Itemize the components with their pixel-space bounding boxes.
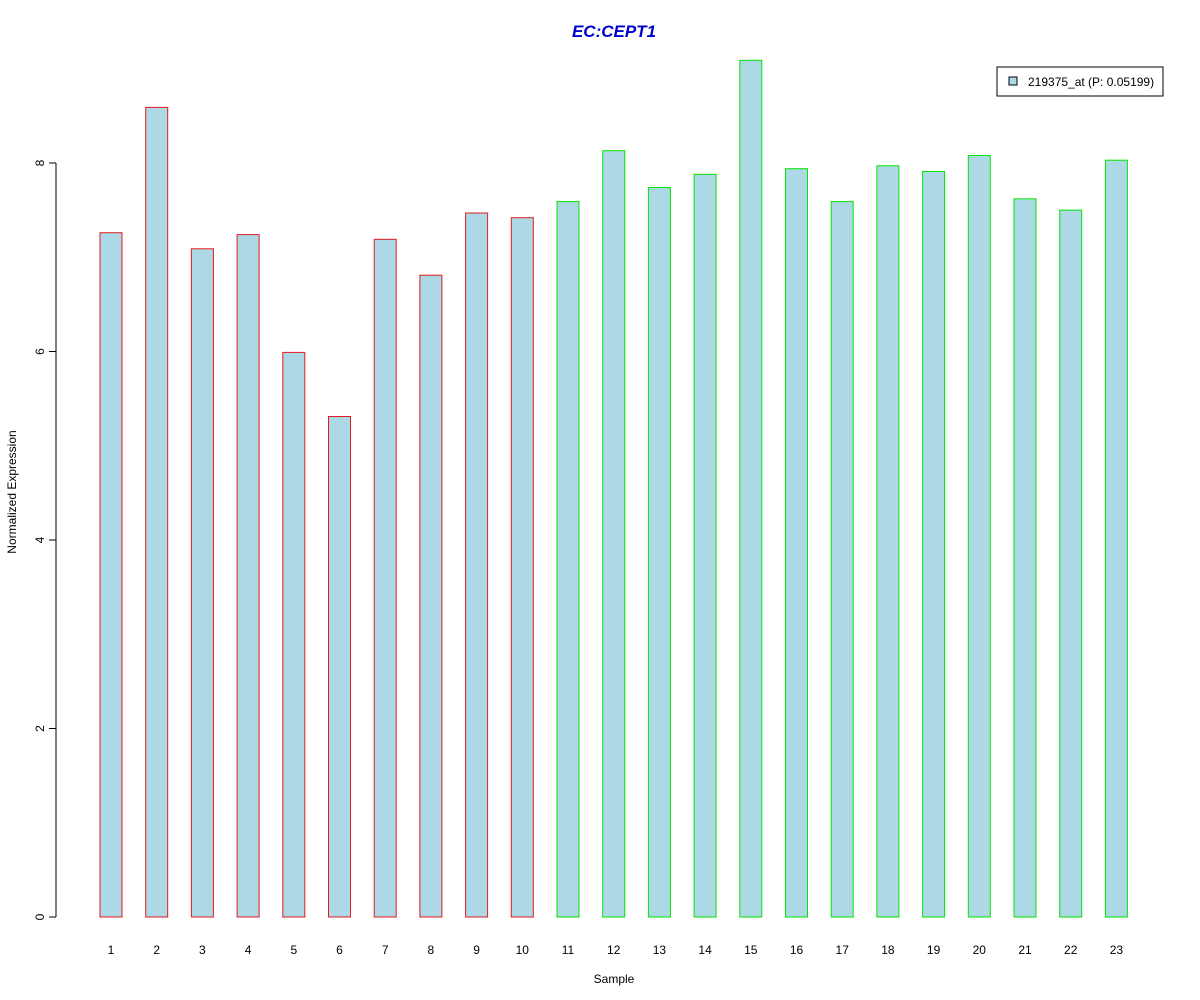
x-tick-label: 11 bbox=[562, 943, 575, 957]
bar-sample-10 bbox=[510, 217, 534, 918]
bar-sample-11 bbox=[556, 201, 580, 918]
bar-sample-15 bbox=[739, 59, 763, 918]
x-axis: 1 2 3 4 5 6 7 8 9 10 11 12 13 14 15 16 17 18 19 20 21 22 23 bbox=[108, 943, 1124, 957]
bar-sample-23 bbox=[1104, 159, 1128, 918]
x-tick-label: 22 bbox=[1064, 943, 1078, 957]
bar-sample-2 bbox=[145, 106, 169, 918]
x-tick-label: 1 bbox=[108, 943, 115, 957]
bar-sample-13 bbox=[647, 187, 671, 918]
bar-sample-19 bbox=[922, 171, 946, 918]
legend-box bbox=[996, 66, 1164, 97]
x-tick-label: 5 bbox=[290, 943, 297, 957]
x-tick-label: 21 bbox=[1018, 943, 1032, 957]
legend-swatch bbox=[1008, 76, 1018, 86]
x-tick-label: 19 bbox=[927, 943, 941, 957]
y-tick-label: 2 bbox=[33, 725, 47, 732]
y-tick-label: 8 bbox=[33, 159, 47, 166]
bar-sample-8 bbox=[419, 274, 443, 918]
bar-sample-6 bbox=[328, 416, 351, 918]
y-axis: 0 2 4 6 8 bbox=[33, 159, 57, 920]
x-tick-label: 23 bbox=[1110, 943, 1124, 957]
bar-sample-22 bbox=[1059, 209, 1083, 918]
x-tick-label: 6 bbox=[336, 943, 343, 957]
bar-sample-17 bbox=[830, 201, 854, 918]
x-tick-label: 13 bbox=[653, 943, 667, 957]
bar-sample-9 bbox=[465, 212, 489, 918]
y-tick-label: 4 bbox=[33, 536, 47, 543]
y-tick-label: 6 bbox=[33, 348, 47, 355]
bar-sample-14 bbox=[693, 173, 717, 918]
bar-sample-21 bbox=[1013, 198, 1037, 918]
bar-sample-5 bbox=[282, 351, 306, 918]
x-axis-label: Sample bbox=[594, 972, 635, 986]
bar-sample-18 bbox=[876, 165, 900, 918]
x-tick-label: 2 bbox=[153, 943, 160, 957]
bar-sample-1 bbox=[99, 232, 123, 918]
x-tick-label: 7 bbox=[382, 943, 389, 957]
x-tick-label: 20 bbox=[973, 943, 987, 957]
x-tick-label: 16 bbox=[790, 943, 804, 957]
y-axis-label: Normalized Expression bbox=[5, 430, 19, 553]
x-tick-label: 12 bbox=[607, 943, 621, 957]
x-tick-label: 14 bbox=[698, 943, 712, 957]
x-tick-label: 15 bbox=[744, 943, 758, 957]
bars-group bbox=[99, 59, 1128, 918]
bar-sample-20 bbox=[967, 155, 991, 918]
x-tick-label: 3 bbox=[199, 943, 206, 957]
x-tick-label: 4 bbox=[245, 943, 252, 957]
x-tick-label: 10 bbox=[516, 943, 530, 957]
bar-sample-7 bbox=[373, 238, 397, 918]
legend: 219375_at (P: 0.05199) bbox=[996, 66, 1164, 97]
bar-sample-3 bbox=[190, 248, 214, 918]
chart-title: EC:CEPT1 bbox=[572, 22, 656, 41]
y-tick-label: 0 bbox=[33, 913, 47, 920]
x-tick-label: 8 bbox=[428, 943, 435, 957]
bar-sample-4 bbox=[236, 234, 260, 918]
x-tick-label: 18 bbox=[881, 943, 895, 957]
legend-label: 219375_at (P: 0.05199) bbox=[1028, 75, 1154, 89]
bar-sample-16 bbox=[785, 168, 808, 918]
bar-sample-12 bbox=[602, 150, 626, 918]
x-tick-label: 9 bbox=[473, 943, 480, 957]
x-tick-label: 17 bbox=[836, 943, 850, 957]
